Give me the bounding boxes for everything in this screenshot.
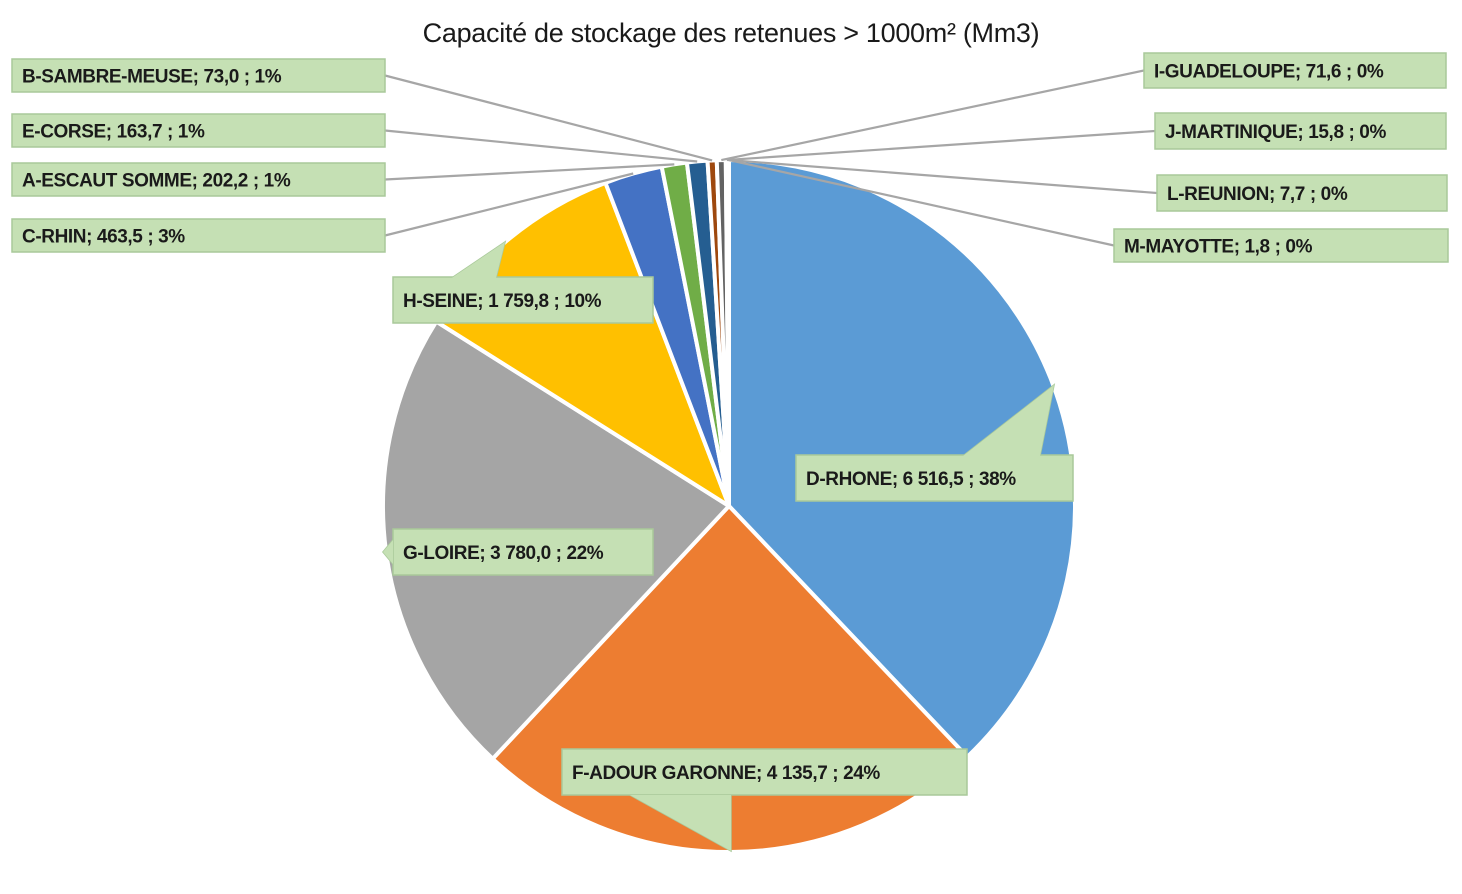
leader-line — [384, 74, 713, 162]
leader-line — [384, 163, 675, 181]
data-label-f-adour-garonne: F-ADOUR GARONNE; 4 135,7 ; 24% — [561, 748, 968, 853]
label-box — [11, 58, 386, 93]
label-box — [561, 748, 968, 796]
leader-line — [728, 158, 1115, 247]
label-text: G-LOIRE; 3 780,0 ; 22% — [403, 543, 604, 564]
label-box — [1154, 112, 1447, 150]
label-text: L-REUNION; 7,7 ; 0% — [1167, 184, 1348, 205]
label-text: E-CORSE; 163,7 ; 1% — [22, 122, 205, 143]
label-box — [795, 454, 1074, 502]
label-box — [11, 218, 386, 253]
data-label-m-mayotte: M-MAYOTTE; 1,8 ; 0% — [728, 158, 1449, 263]
data-label-j-martinique: J-MARTINIQUE; 15,8 ; 0% — [726, 112, 1447, 162]
data-label-d-rhone: D-RHONE; 6 516,5 ; 38% — [795, 383, 1074, 502]
data-label-b-sambre-meuse: B-SAMBRE-MEUSE; 73,0 ; 1% — [11, 58, 713, 162]
label-text: D-RHONE; 6 516,5 ; 38% — [806, 469, 1016, 490]
label-text: J-MARTINIQUE; 15,8 ; 0% — [1165, 122, 1386, 143]
label-text: C-RHIN; 463,5 ; 3% — [22, 227, 185, 248]
label-box — [11, 113, 386, 148]
data-label-e-corse: E-CORSE; 163,7 ; 1% — [11, 113, 698, 163]
label-text: M-MAYOTTE; 1,8 ; 0% — [1124, 237, 1313, 258]
label-text: F-ADOUR GARONNE; 4 135,7 ; 24% — [572, 763, 880, 784]
callout-pointer-fill — [963, 385, 1054, 456]
leader-line — [384, 129, 698, 163]
leader-line — [728, 158, 1158, 195]
label-box — [1113, 228, 1449, 263]
data-labels: D-RHONE; 6 516,5 ; 38% F-ADOUR GARONNE; 4… — [11, 52, 1449, 853]
callout-pointer-fill — [434, 242, 505, 290]
data-label-g-loire: G-LOIRE; 3 780,0 ; 22% — [382, 528, 654, 576]
chart-title: Capacité de stockage des retenues > 1000… — [422, 18, 1040, 48]
label-box — [392, 528, 654, 576]
label-text: H-SEINE; 1 759,8 ; 10% — [403, 291, 602, 312]
label-box — [11, 162, 386, 197]
data-label-h-seine: H-SEINE; 1 759,8 ; 10% — [392, 240, 654, 324]
data-label-c-rhin: C-RHIN; 463,5 ; 3% — [11, 172, 634, 253]
label-text: B-SAMBRE-MEUSE; 73,0 ; 1% — [22, 67, 282, 88]
data-label-i-guadeloupe: I-GUADELOUPE; 71,6 ; 0% — [721, 52, 1447, 162]
label-text: A-ESCAUT SOMME; 202,2 ; 1% — [22, 171, 291, 192]
label-text: I-GUADELOUPE; 71,6 ; 0% — [1154, 62, 1384, 83]
data-label-l-reunion: L-REUNION; 7,7 ; 0% — [728, 158, 1448, 212]
leader-line — [384, 172, 634, 237]
leader-line — [726, 129, 1156, 162]
callout-pointer-fill — [630, 795, 731, 851]
label-box — [1143, 52, 1447, 89]
label-box — [1156, 174, 1448, 212]
data-label-a-escaut-somme: A-ESCAUT SOMME; 202,2 ; 1% — [11, 162, 675, 197]
callout-pointer-fill — [383, 540, 393, 564]
leader-line — [721, 69, 1145, 162]
label-box — [392, 276, 654, 324]
